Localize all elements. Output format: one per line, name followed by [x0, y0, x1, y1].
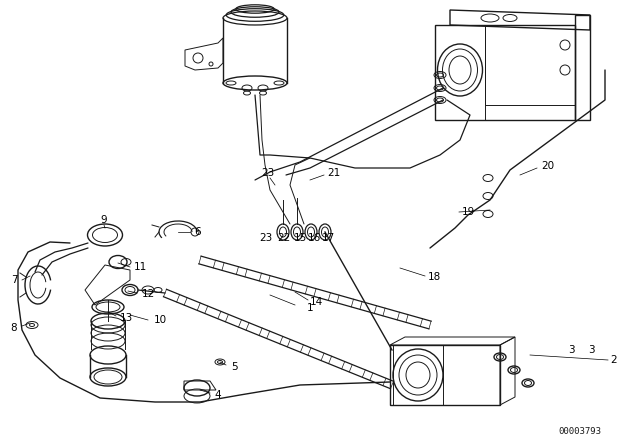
Text: 5: 5	[230, 362, 237, 372]
Text: 2: 2	[611, 355, 618, 365]
Bar	[390, 345, 500, 405]
Text: 7: 7	[11, 275, 17, 285]
Text: 6: 6	[195, 227, 202, 237]
Text: 14: 14	[309, 297, 323, 307]
Text: 10: 10	[154, 315, 166, 325]
Text: 22: 22	[277, 233, 291, 243]
Text: 21: 21	[328, 168, 340, 178]
Text: 1: 1	[307, 303, 314, 313]
Text: 12: 12	[141, 289, 155, 299]
Text: 11: 11	[133, 262, 147, 272]
Text: 00003793: 00003793	[559, 427, 602, 436]
Text: 9: 9	[100, 215, 108, 225]
Text: 16: 16	[307, 233, 321, 243]
Text: 23: 23	[259, 233, 273, 243]
Text: 8: 8	[11, 323, 17, 333]
Text: 19: 19	[461, 207, 475, 217]
Text: 20: 20	[541, 161, 555, 171]
Text: 3: 3	[568, 345, 574, 355]
Bar	[485, 25, 575, 105]
Text: 18: 18	[428, 272, 440, 282]
Text: 17: 17	[321, 233, 335, 243]
Text: 23: 23	[261, 168, 275, 178]
Text: 13: 13	[120, 313, 132, 323]
Bar	[435, 25, 575, 120]
Text: 4: 4	[214, 390, 221, 400]
Text: 3: 3	[588, 345, 595, 355]
Text: 15: 15	[293, 233, 307, 243]
